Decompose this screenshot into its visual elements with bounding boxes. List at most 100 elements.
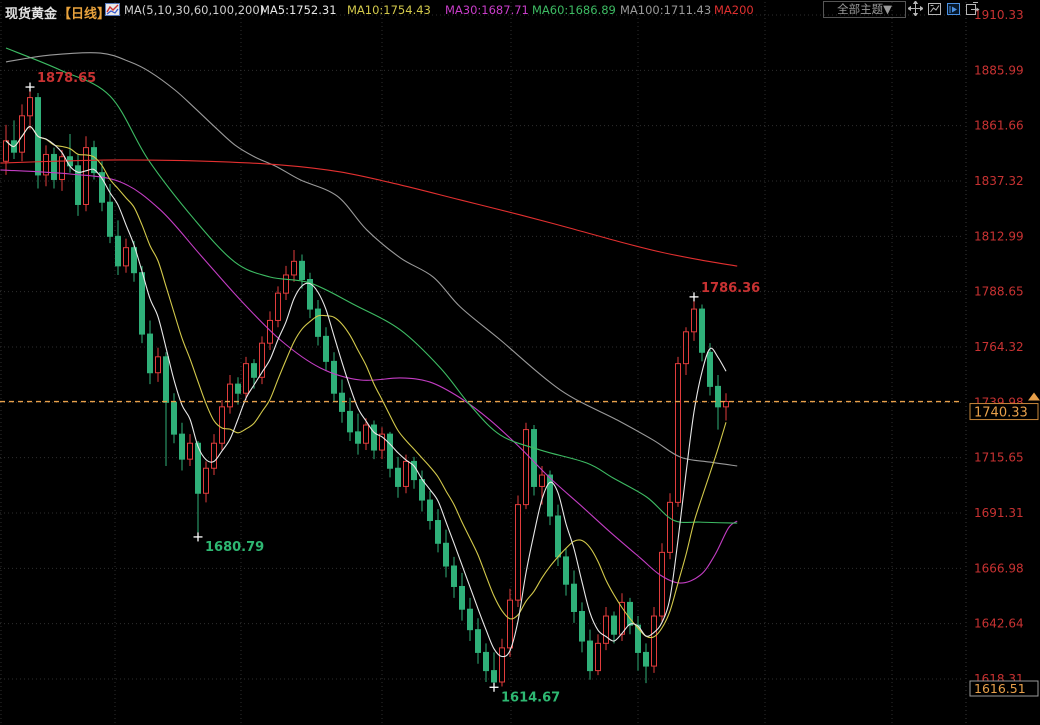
candle-body: [427, 499, 433, 522]
ma30-value: MA30:1687.71: [445, 3, 529, 17]
candle-body: [691, 308, 697, 333]
candle-body: [515, 504, 521, 601]
ma200-value: MA200: [714, 3, 754, 17]
candle-body: [531, 429, 537, 487]
candle: [363, 418, 369, 451]
candle: [427, 490, 433, 530]
annotations-layer: 1878.65 1786.36 1680.79 1614.67: [25, 71, 760, 705]
candle-body: [387, 433, 393, 469]
pop-out-icon[interactable]: [965, 1, 980, 16]
low-price-value: 1616.51: [974, 681, 1026, 696]
candle-body: [75, 165, 81, 205]
candle: [715, 375, 721, 430]
axis-tick-label: 1812.99: [974, 229, 1024, 243]
candle: [507, 588, 513, 657]
axis-tick-label: 1837.32: [974, 174, 1024, 188]
candle-body: [259, 342, 265, 378]
candle: [355, 413, 361, 455]
axis-tick-label: 1715.65: [974, 451, 1024, 465]
candle: [211, 434, 217, 476]
new-pane-icon[interactable]: [927, 1, 942, 16]
candle: [723, 393, 729, 421]
candle: [603, 606, 609, 651]
candle-body: [299, 260, 305, 281]
candle-body: [99, 172, 105, 203]
candle: [107, 184, 113, 244]
candle-body: [179, 433, 185, 460]
candle-body: [163, 356, 169, 403]
theme-dropdown[interactable]: 全部主题▼: [823, 1, 906, 18]
candle-body: [203, 467, 209, 494]
candle: [123, 238, 129, 273]
candle: [163, 352, 169, 466]
ma-group-label: MA(5,10,30,60,100,200): [124, 3, 265, 17]
candle-body: [667, 501, 673, 553]
candle: [643, 643, 649, 684]
candle-body: [419, 479, 425, 501]
candle-body: [483, 651, 489, 672]
candle-body: [651, 615, 657, 667]
candle-body: [27, 97, 33, 117]
candle: [635, 616, 641, 671]
candle-body: [115, 235, 121, 267]
symbol-name: 现货黄金: [5, 7, 58, 22]
candle: [275, 286, 281, 328]
candle-body: [379, 433, 385, 451]
candle-body: [699, 308, 705, 353]
candle: [331, 352, 337, 403]
candle-body: [643, 651, 649, 667]
candle: [587, 629, 593, 680]
candle: [251, 359, 257, 389]
mini-chart-icon[interactable]: [105, 2, 120, 17]
ma100-value: MA100:1711.43: [620, 3, 712, 17]
candle: [203, 461, 209, 503]
current-price-value: 1740.33: [974, 406, 1028, 421]
candle: [491, 652, 497, 688]
scroll-to-latest-icon[interactable]: [946, 1, 961, 16]
candle-body: [403, 460, 409, 487]
current-price-box: 1740.33: [969, 392, 1040, 421]
candle: [187, 434, 193, 466]
candle: [611, 611, 617, 644]
candle: [547, 470, 553, 526]
ma-line-ma60: [5, 47, 738, 524]
candle-body: [491, 670, 497, 683]
candle: [403, 454, 409, 494]
candle: [259, 336, 265, 385]
candle: [99, 161, 105, 212]
annotation-label: 1786.36: [701, 281, 760, 296]
axis-tick-label: 1666.98: [974, 561, 1024, 575]
candle: [667, 493, 673, 560]
price-annotation: 1614.67: [489, 682, 560, 705]
candle: [531, 425, 537, 496]
candle-body: [283, 274, 289, 294]
ma-line-ma10: [5, 126, 727, 639]
latest-price-arrow-icon[interactable]: [1028, 392, 1040, 401]
chart-header: 现货黄金 【日线】 MA(5,10,30,60,100,200) MA5:175…: [0, 0, 1040, 22]
candle-body: [51, 153, 57, 180]
candle: [499, 638, 505, 687]
candle-body: [723, 401, 729, 408]
axis-tick-label: 1788.65: [974, 285, 1024, 299]
candle: [595, 634, 601, 676]
candle: [51, 147, 57, 189]
candle: [659, 543, 665, 623]
candle: [299, 254, 305, 289]
candle-body: [235, 383, 241, 394]
annotation-label: 1878.65: [37, 71, 96, 86]
candle: [171, 393, 177, 444]
candle: [43, 145, 49, 187]
candle: [563, 547, 569, 596]
pan-icon[interactable]: [908, 1, 923, 16]
candle-body: [707, 351, 713, 387]
annotation-label: 1680.79: [205, 540, 264, 555]
ma5-value: MA5:1752.31: [260, 3, 337, 17]
candle: [3, 124, 9, 175]
candle-body: [19, 115, 25, 153]
candle-body: [467, 608, 473, 631]
candle: [35, 93, 41, 189]
candle: [691, 296, 697, 341]
candle-body: [43, 153, 49, 176]
candle: [155, 347, 161, 382]
